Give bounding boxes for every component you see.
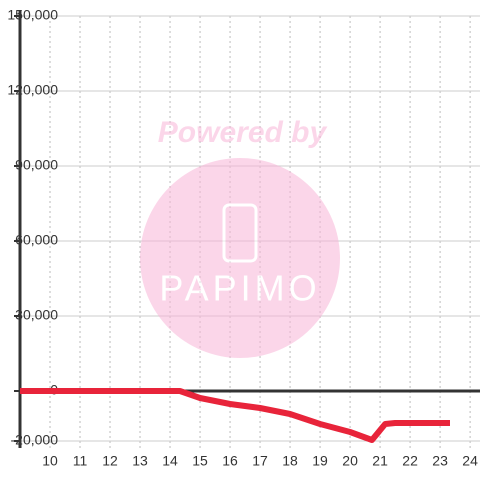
y-tick-label: 90,000: [15, 157, 58, 173]
x-tick-label: 16: [222, 453, 238, 469]
watermark-text: Powered by: [158, 116, 328, 149]
x-tick-label: 20: [342, 453, 358, 469]
y-tick-label: 150,000: [7, 7, 58, 23]
y-tick-label: -20,000: [11, 432, 59, 448]
watermark-circle: [140, 158, 340, 358]
x-tick-label: 13: [132, 453, 148, 469]
watermark: Powered by PAPIMO: [140, 116, 340, 358]
y-tick-label: 60,000: [15, 232, 58, 248]
x-tick-label: 17: [252, 453, 268, 469]
watermark-logo: PAPIMO: [159, 268, 320, 309]
x-tick-label: 15: [192, 453, 208, 469]
data-line: [20, 388, 450, 443]
x-tick-label: 21: [372, 453, 388, 469]
x-tick-label: 22: [402, 453, 418, 469]
y-tick-label: 30,000: [15, 307, 58, 323]
x-tick-label: 24: [462, 453, 478, 469]
x-tick-label: 14: [162, 453, 178, 469]
x-tick-label: 18: [282, 453, 298, 469]
x-tick-label: 23: [432, 453, 448, 469]
x-tick-label: 12: [102, 453, 118, 469]
watermark-icon: [222, 203, 258, 263]
x-tick-label: 10: [42, 453, 58, 469]
y-tick-label: 120,000: [7, 82, 58, 98]
x-tick-label: 19: [312, 453, 328, 469]
x-tick-label: 11: [73, 453, 88, 469]
